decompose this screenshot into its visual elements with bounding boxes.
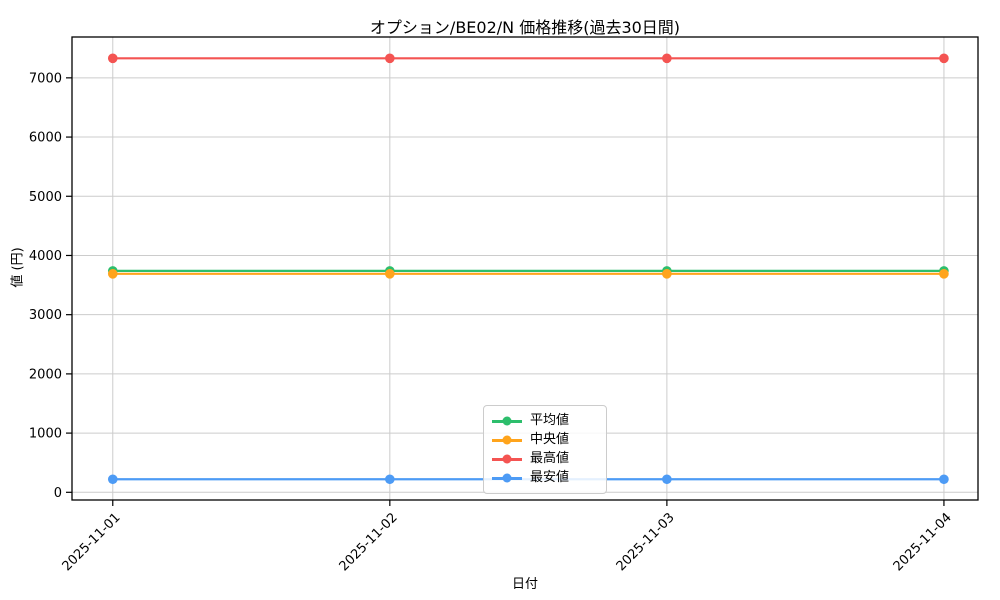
series-marker — [662, 53, 672, 64]
median-marker-icon — [502, 435, 512, 445]
y-tick-label: 2000 — [29, 367, 62, 382]
series-marker — [107, 269, 118, 279]
x-tick-label: 2025-11-03 — [614, 510, 678, 574]
max-line-swatch — [492, 454, 522, 464]
legend-item-median: 中央値 — [492, 431, 598, 449]
series-marker — [385, 269, 395, 279]
legend: 平均値 中央値 最高値 最安値 — [483, 405, 607, 494]
min-marker-icon — [502, 473, 512, 483]
x-axis-label: 日付 — [511, 577, 538, 592]
series-marker — [939, 53, 949, 64]
series-marker — [107, 474, 118, 485]
y-tick-label: 6000 — [29, 131, 62, 146]
chart-title: オプション/BE02/N 価格推移(過去30日間) — [369, 18, 681, 37]
y-tick-label: 4000 — [29, 249, 62, 264]
series-marker — [385, 474, 395, 485]
y-tick-label: 7000 — [29, 71, 62, 86]
plot-border — [71, 36, 979, 501]
median-line-swatch — [492, 435, 522, 445]
y-tick-label: 5000 — [29, 190, 62, 205]
y-tick-label: 1000 — [29, 427, 62, 442]
y-axis-label: 値 (円) — [10, 247, 26, 288]
mean-marker-icon — [502, 416, 512, 426]
mean-line-swatch — [492, 416, 522, 426]
legend-label-mean: 平均値 — [530, 413, 570, 428]
series-marker — [107, 53, 118, 64]
y-tick-label: 0 — [54, 486, 62, 501]
series-marker — [939, 269, 949, 279]
legend-item-min: 最安値 — [492, 469, 598, 487]
legend-item-max: 最高値 — [492, 450, 598, 468]
legend-label-min: 最安値 — [530, 470, 570, 485]
series-marker — [662, 269, 672, 279]
series-marker — [385, 53, 395, 64]
y-tick-label: 3000 — [29, 308, 62, 323]
series-marker — [662, 474, 672, 485]
x-tick-label: 2025-11-01 — [60, 510, 124, 574]
min-line-swatch — [492, 473, 522, 483]
series-marker — [939, 474, 949, 485]
legend-label-median: 中央値 — [530, 432, 570, 447]
x-tick-label: 2025-11-02 — [337, 510, 401, 574]
max-marker-icon — [502, 454, 512, 464]
x-tick-label: 2025-11-04 — [891, 510, 955, 574]
legend-item-mean: 平均値 — [492, 412, 598, 430]
legend-label-max: 最高値 — [530, 451, 570, 466]
